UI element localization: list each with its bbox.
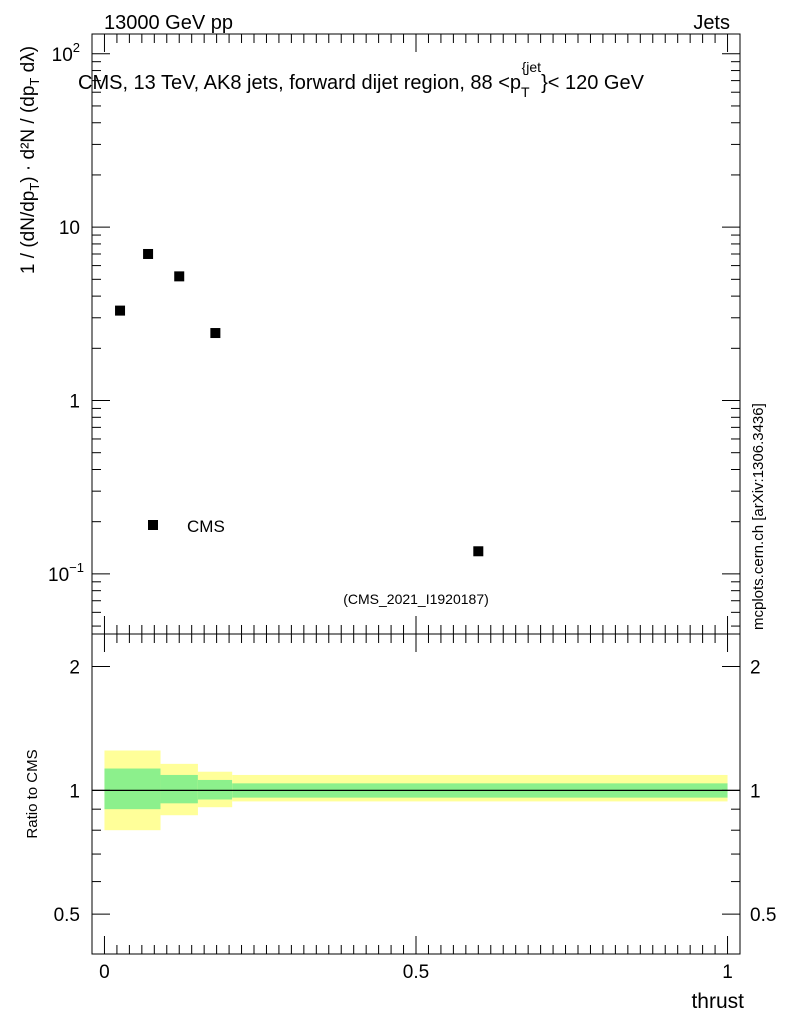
ratio-y-tick-label-left: 2: [69, 658, 80, 679]
chart-title-sup: {jet: [522, 59, 542, 75]
header-left: 13000 GeV pp: [104, 12, 233, 34]
ratio-y-tick-label-left: 0.5: [54, 905, 80, 926]
main-y-tick-label: 10−1: [48, 560, 84, 586]
chart-title-sub: T: [521, 84, 530, 100]
analysis-id: (CMS_2021_I1920187): [343, 591, 489, 607]
side-label: mcplots.cern.ch [arXiv:1306.3436]: [750, 403, 767, 630]
x-tick-label: 0: [99, 962, 110, 983]
main-y-tick-label: 102: [52, 40, 80, 66]
ratio-ylabel-text: Ratio to CMS: [24, 749, 41, 838]
ratio-band-inner: [197, 779, 233, 800]
main-y-axis: 10−1 1 10 102: [48, 34, 740, 634]
ratio-ylabel: Ratio to CMS: [24, 749, 41, 838]
side-label-text: mcplots.cern.ch [arXiv:1306.3436]: [750, 403, 767, 630]
ratio-y-tick-label-right: 2: [750, 658, 761, 679]
main-ylabel: 1 / (dN/dpT) · d²N / (dpT dλ): [18, 46, 42, 274]
chart-title-main: CMS, 13 TeV, AK8 jets, forward dijet reg…: [78, 72, 521, 94]
main-y-tick-label: 10: [59, 218, 80, 239]
legend-marker: [148, 520, 158, 530]
chart-title: CMS, 13 TeV, AK8 jets, forward dijet reg…: [78, 59, 645, 100]
main-y-tick-label: 1: [69, 392, 80, 413]
ratio-y-tick-label-right: 0.5: [750, 905, 776, 926]
data-point: [143, 248, 154, 259]
main-data-series: [115, 248, 484, 557]
ratio-plot-frame: [91, 633, 741, 955]
main-plot-frame: [91, 33, 741, 635]
x-tick-label: 0.5: [403, 962, 429, 983]
ratio-y-tick-label-right: 1: [750, 781, 761, 802]
legend-label: CMS: [187, 517, 225, 536]
main-ylabel-text: 1 / (dN/dpT) · d²N / (dpT dλ): [18, 46, 42, 274]
ratio-band-inner: [160, 774, 198, 804]
data-point: [115, 305, 126, 316]
x-axis-label: thrust: [691, 990, 744, 1013]
ratio-band-inner: [104, 768, 161, 810]
header-right: Jets: [693, 12, 730, 34]
x-tick-label: 1: [722, 962, 733, 983]
data-point: [174, 271, 185, 282]
chart-title-end: }< 120 GeV: [541, 72, 645, 94]
ratio-y-tick-label-left: 1: [69, 781, 80, 802]
ratio-axes: 0.5 0.5 1 1 2 2 0 0.5 1: [54, 634, 776, 983]
data-point: [473, 546, 484, 557]
ratio-bands: [104, 750, 728, 831]
data-point: [210, 328, 221, 339]
